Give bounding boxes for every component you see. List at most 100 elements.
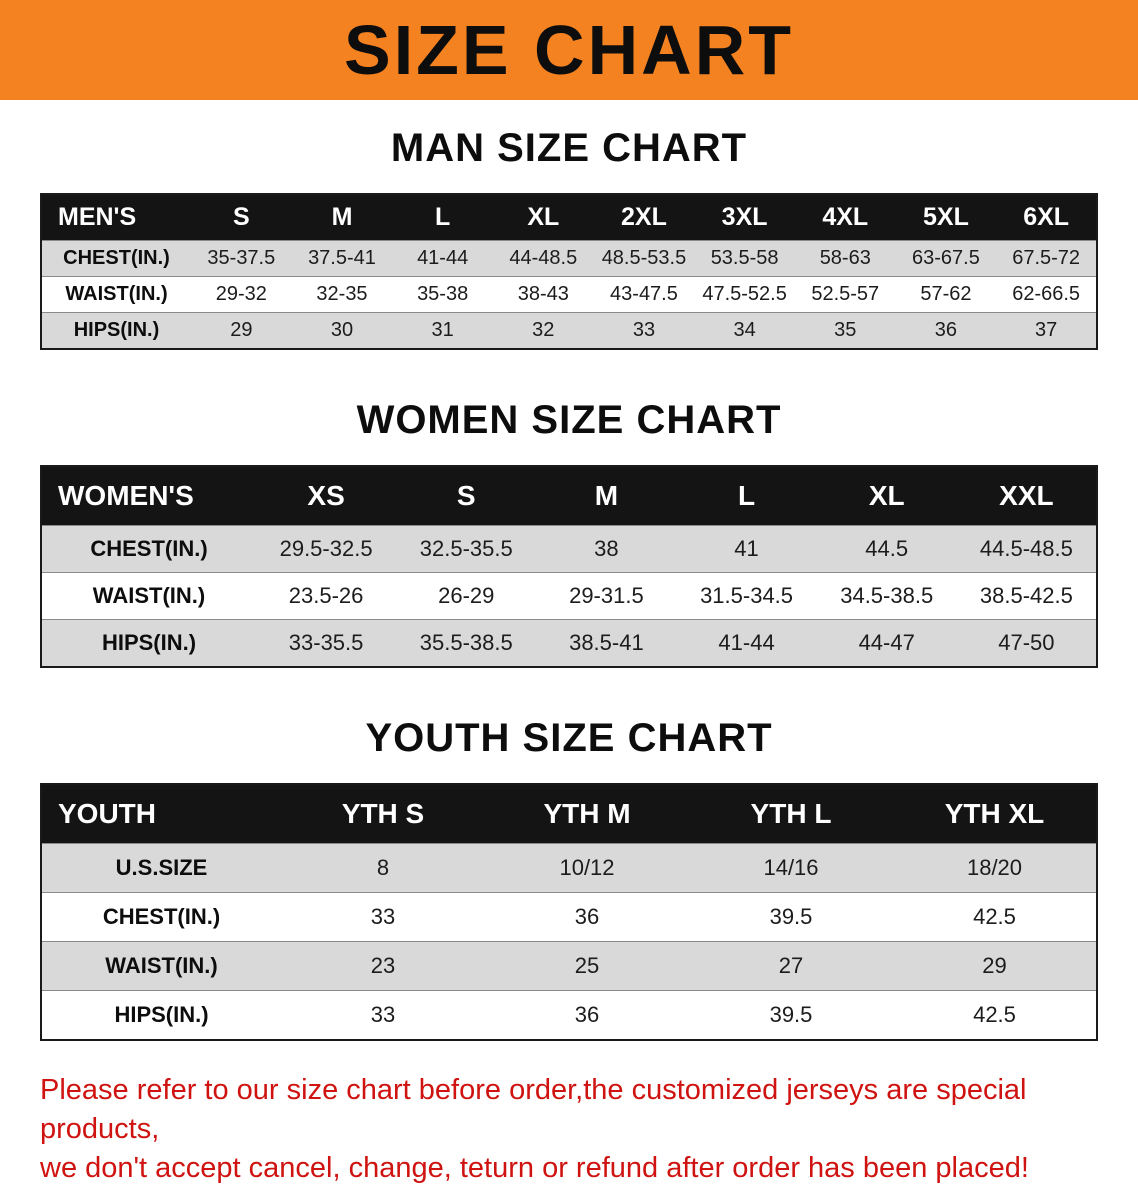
size-header-cell: 2XL — [593, 194, 695, 241]
size-header-cell: 6XL — [996, 194, 1097, 241]
disclaimer: Please refer to our size chart before or… — [40, 1071, 1110, 1188]
table-title-cell: WOMEN'S — [41, 466, 256, 526]
value-cell: 33-35.5 — [256, 619, 397, 667]
mens-size-table: MEN'S S M L XL 2XL 3XL 4XL 5XL 6XL CHEST(IN.) 35-37… — [40, 193, 1098, 350]
size-header-cell: XL — [492, 194, 594, 241]
banner: SIZE CHART — [0, 0, 1138, 100]
size-header-cell: YTH L — [689, 784, 893, 844]
value-cell: 33 — [593, 312, 695, 349]
table-row: HIPS(IN.) 29 30 31 32 33 34 35 36 37 — [41, 312, 1097, 349]
size-header-cell: 3XL — [694, 194, 795, 241]
value-cell: 38.5-41 — [536, 619, 677, 667]
value-cell: 52.5-57 — [794, 276, 896, 313]
value-cell: 36 — [485, 990, 689, 1040]
value-cell: 25 — [485, 941, 689, 991]
section-womens-size-table: WOMEN SIZE CHART WOMEN'S XS S M L XL XXL CHEST(I… — [0, 398, 1138, 668]
section-heading: YOUTH SIZE CHART — [365, 716, 773, 760]
table-row: U.S.SIZE 8 10/12 14/16 18/20 — [41, 843, 1097, 893]
value-cell: 14/16 — [689, 843, 893, 893]
value-cell: 39.5 — [689, 990, 893, 1040]
content: MAN SIZE CHART MEN'S S M L XL 2XL 3XL 4XL 5XL 6XL C… — [0, 126, 1138, 1188]
value-cell: 39.5 — [689, 892, 893, 942]
row-label-cell: U.S.SIZE — [41, 843, 281, 893]
size-header-cell: M — [536, 466, 677, 526]
value-cell: 34.5-38.5 — [816, 572, 957, 620]
value-cell: 38-43 — [492, 276, 594, 313]
size-header-cell: YTH XL — [893, 784, 1097, 844]
value-cell: 67.5-72 — [996, 240, 1097, 277]
table-row: CHEST(IN.) 29.5-32.5 32.5-35.5 38 41 44.5 44.5… — [41, 525, 1097, 573]
value-cell: 42.5 — [893, 990, 1097, 1040]
size-header-cell: 4XL — [794, 194, 896, 241]
value-cell: 29-32 — [191, 276, 292, 313]
value-cell: 42.5 — [893, 892, 1097, 942]
table-row: WAIST(IN.) 29-32 32-35 35-38 38-43 43-47.5 47.… — [41, 276, 1097, 313]
value-cell: 41-44 — [392, 240, 493, 277]
value-cell: 10/12 — [485, 843, 689, 893]
value-cell: 33 — [281, 990, 485, 1040]
table-row: CHEST(IN.) 33 36 39.5 42.5 — [41, 892, 1097, 942]
row-label-cell: HIPS(IN.) — [41, 990, 281, 1040]
value-cell: 53.5-58 — [694, 240, 795, 277]
row-label-cell: WAIST(IN.) — [41, 572, 256, 620]
value-cell: 23 — [281, 941, 485, 991]
womens-size-table: WOMEN'S XS S M L XL XXL CHEST(IN.) 29.5-32.5 32.5… — [40, 465, 1098, 668]
size-header-cell: YTH M — [485, 784, 689, 844]
table-row: CHEST(IN.) 35-37.5 37.5-41 41-44 44-48.5 48.5… — [41, 240, 1097, 277]
value-cell: 38.5-42.5 — [956, 572, 1097, 620]
header-row: YOUTH YTH S YTH M YTH L YTH XL — [41, 784, 1097, 844]
row-label-cell: WAIST(IN.) — [41, 276, 191, 313]
size-header-cell: XS — [256, 466, 397, 526]
value-cell: 18/20 — [893, 843, 1097, 893]
value-cell: 57-62 — [895, 276, 997, 313]
value-cell: 36 — [895, 312, 997, 349]
value-cell: 35-38 — [392, 276, 493, 313]
value-cell: 47.5-52.5 — [694, 276, 795, 313]
row-label-cell: HIPS(IN.) — [41, 312, 191, 349]
value-cell: 38 — [536, 525, 677, 573]
value-cell: 26-29 — [396, 572, 537, 620]
value-cell: 32.5-35.5 — [396, 525, 537, 573]
value-cell: 41-44 — [676, 619, 817, 667]
value-cell: 35-37.5 — [191, 240, 292, 277]
value-cell: 35.5-38.5 — [396, 619, 537, 667]
value-cell: 35 — [794, 312, 896, 349]
value-cell: 29 — [893, 941, 1097, 991]
value-cell: 48.5-53.5 — [593, 240, 695, 277]
value-cell: 44-47 — [816, 619, 957, 667]
row-label-cell: CHEST(IN.) — [41, 525, 256, 573]
table-row: HIPS(IN.) 33 36 39.5 42.5 — [41, 990, 1097, 1040]
value-cell: 47-50 — [956, 619, 1097, 667]
section-heading: MAN SIZE CHART — [390, 126, 748, 170]
value-cell: 27 — [689, 941, 893, 991]
value-cell: 58-63 — [794, 240, 896, 277]
table-title-cell: YOUTH — [41, 784, 281, 844]
header-row: MEN'S S M L XL 2XL 3XL 4XL 5XL 6XL — [41, 194, 1097, 241]
row-label-cell: HIPS(IN.) — [41, 619, 256, 667]
row-label-cell: CHEST(IN.) — [41, 892, 281, 942]
value-cell: 31.5-34.5 — [676, 572, 817, 620]
size-header-cell: L — [392, 194, 493, 241]
value-cell: 62-66.5 — [996, 276, 1097, 313]
value-cell: 29 — [191, 312, 292, 349]
size-header-cell: S — [191, 194, 292, 241]
value-cell: 44.5-48.5 — [956, 525, 1097, 573]
value-cell: 31 — [392, 312, 493, 349]
value-cell: 33 — [281, 892, 485, 942]
page-title: SIZE CHART — [344, 11, 794, 89]
value-cell: 44.5 — [816, 525, 957, 573]
size-chart-sections: MAN SIZE CHART MEN'S S M L XL 2XL 3XL 4XL 5XL 6XL C… — [0, 126, 1138, 1041]
disclaimer-line1: Please refer to our size chart before or… — [40, 1074, 1027, 1146]
value-cell: 63-67.5 — [895, 240, 997, 277]
section-youth-size-table: YOUTH SIZE CHART YOUTH YTH S YTH M YTH L YTH … — [0, 716, 1138, 1041]
size-header-cell: L — [676, 466, 817, 526]
row-label-cell: WAIST(IN.) — [41, 941, 281, 991]
value-cell: 8 — [281, 843, 485, 893]
value-cell: 37 — [996, 312, 1097, 349]
table-row: WAIST(IN.) 23.5-26 26-29 29-31.5 31.5-34.5 34… — [41, 572, 1097, 620]
value-cell: 41 — [676, 525, 817, 573]
header-row: WOMEN'S XS S M L XL XXL — [41, 466, 1097, 526]
size-header-cell: XXL — [956, 466, 1097, 526]
value-cell: 29-31.5 — [536, 572, 677, 620]
